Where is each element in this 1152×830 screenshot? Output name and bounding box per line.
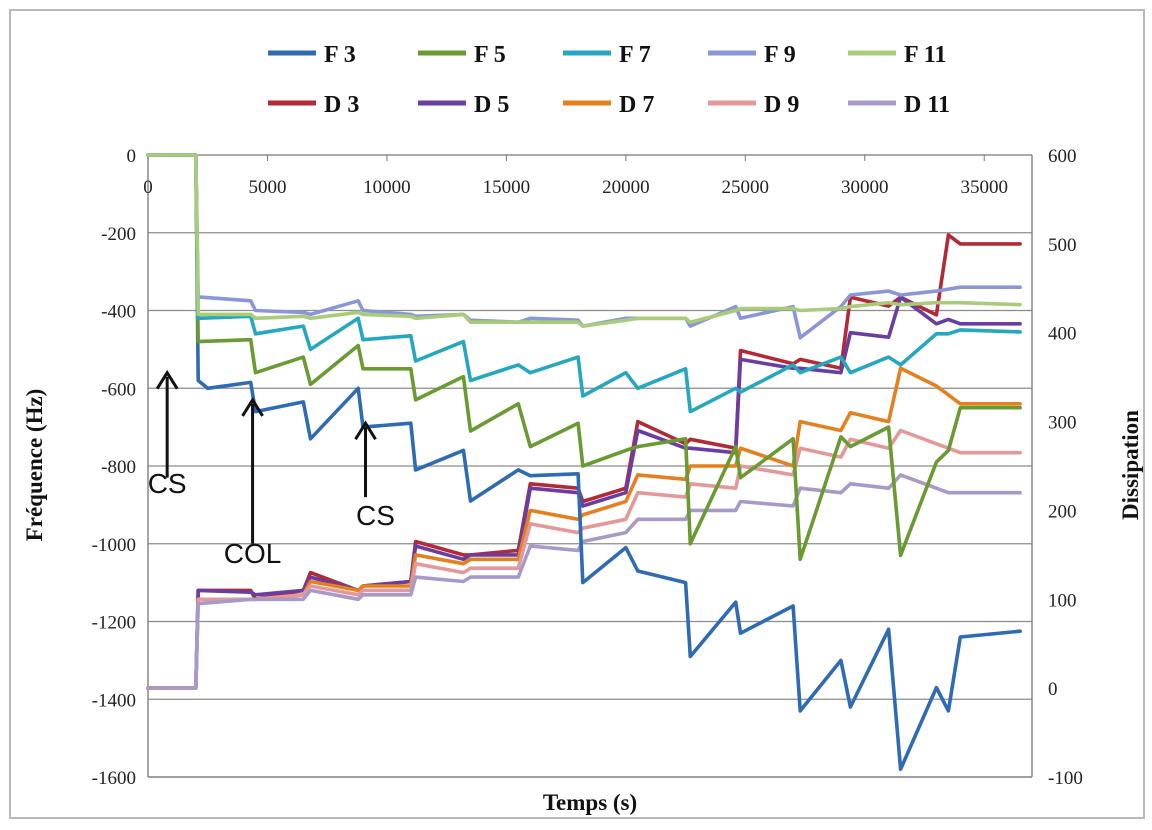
series-line-f11: [146, 153, 1022, 328]
annotation-label: CS: [356, 500, 395, 531]
legend-label-d3: D 3: [324, 92, 359, 118]
y-tick-label: -1400: [92, 690, 136, 711]
series-line-f7: [146, 153, 1022, 414]
legend-label-d9: D 9: [764, 92, 799, 118]
y2-tick-label: 500: [1048, 235, 1077, 256]
chart-frame: [9, 9, 1145, 819]
annotations: CS COL CS: [148, 369, 395, 569]
series-line-d9: [146, 428, 1022, 690]
legend-label-d11: D 11: [904, 92, 950, 118]
y-tick-label: -200: [101, 224, 136, 245]
y-tick-label: -1600: [92, 768, 136, 789]
x-tick-label: 5000: [248, 177, 286, 198]
annotation-label: COL: [224, 538, 282, 569]
x-tick-label: 20000: [602, 177, 650, 198]
y2-tick-label: 400: [1048, 324, 1077, 345]
x-tick-label: 35000: [960, 177, 1008, 198]
y2-tick-label: 600: [1048, 146, 1077, 167]
legend-label-f5: F 5: [474, 42, 506, 68]
annotation-arrow-head: [241, 397, 264, 417]
y-tick-label: -600: [101, 379, 136, 400]
tick-labels: 0-200-400-600-800-1000-1200-1400-1600600…: [92, 146, 1083, 789]
series-group: [146, 153, 1022, 771]
y-tick-label: -400: [101, 302, 136, 323]
x-axis-title: Temps (s): [543, 790, 637, 815]
legend-label-d5: D 5: [474, 92, 509, 118]
x-tick-label: 30000: [841, 177, 889, 198]
series-line-f5: [146, 153, 1022, 562]
y-tick-label: -800: [101, 457, 136, 478]
x-tick-label: 25000: [722, 177, 770, 198]
series-line-f3: [146, 153, 1022, 771]
series-line-d5: [146, 295, 1022, 690]
legend-label-f11: F 11: [904, 42, 946, 68]
annotation-arrow-head: [354, 420, 377, 441]
y2-tick-label: 200: [1048, 501, 1077, 522]
axes: [147, 154, 1033, 778]
y-axis-title: Fréquence (Hz): [22, 389, 47, 542]
x-tick-label: 10000: [363, 177, 411, 198]
y-tick-label: -1000: [92, 535, 136, 556]
y-tick-label: 0: [127, 146, 137, 167]
x-tick-label: 15000: [483, 177, 531, 198]
y2-tick-label: 0: [1048, 679, 1058, 700]
legend-label-d7: D 7: [619, 92, 654, 118]
legend-label-f9: F 9: [764, 42, 796, 68]
legend-label-f7: F 7: [619, 42, 651, 68]
legend-label-f3: F 3: [324, 42, 356, 68]
y-tick-label: -1200: [92, 613, 136, 634]
y2-tick-label: 300: [1048, 413, 1077, 434]
y2-tick-label: 100: [1048, 590, 1077, 611]
x-tick-label: 0: [143, 177, 153, 198]
legend: F 3 F 5 F 7 F 9 F 11 D 3 D 5 D 7 D 9 D 11: [268, 42, 950, 118]
y2-axis-title: Dissipation: [1118, 410, 1143, 520]
annotation-label: CS: [148, 468, 187, 499]
y2-tick-label: -100: [1048, 768, 1083, 789]
annotation-arrow-head: [155, 369, 179, 390]
